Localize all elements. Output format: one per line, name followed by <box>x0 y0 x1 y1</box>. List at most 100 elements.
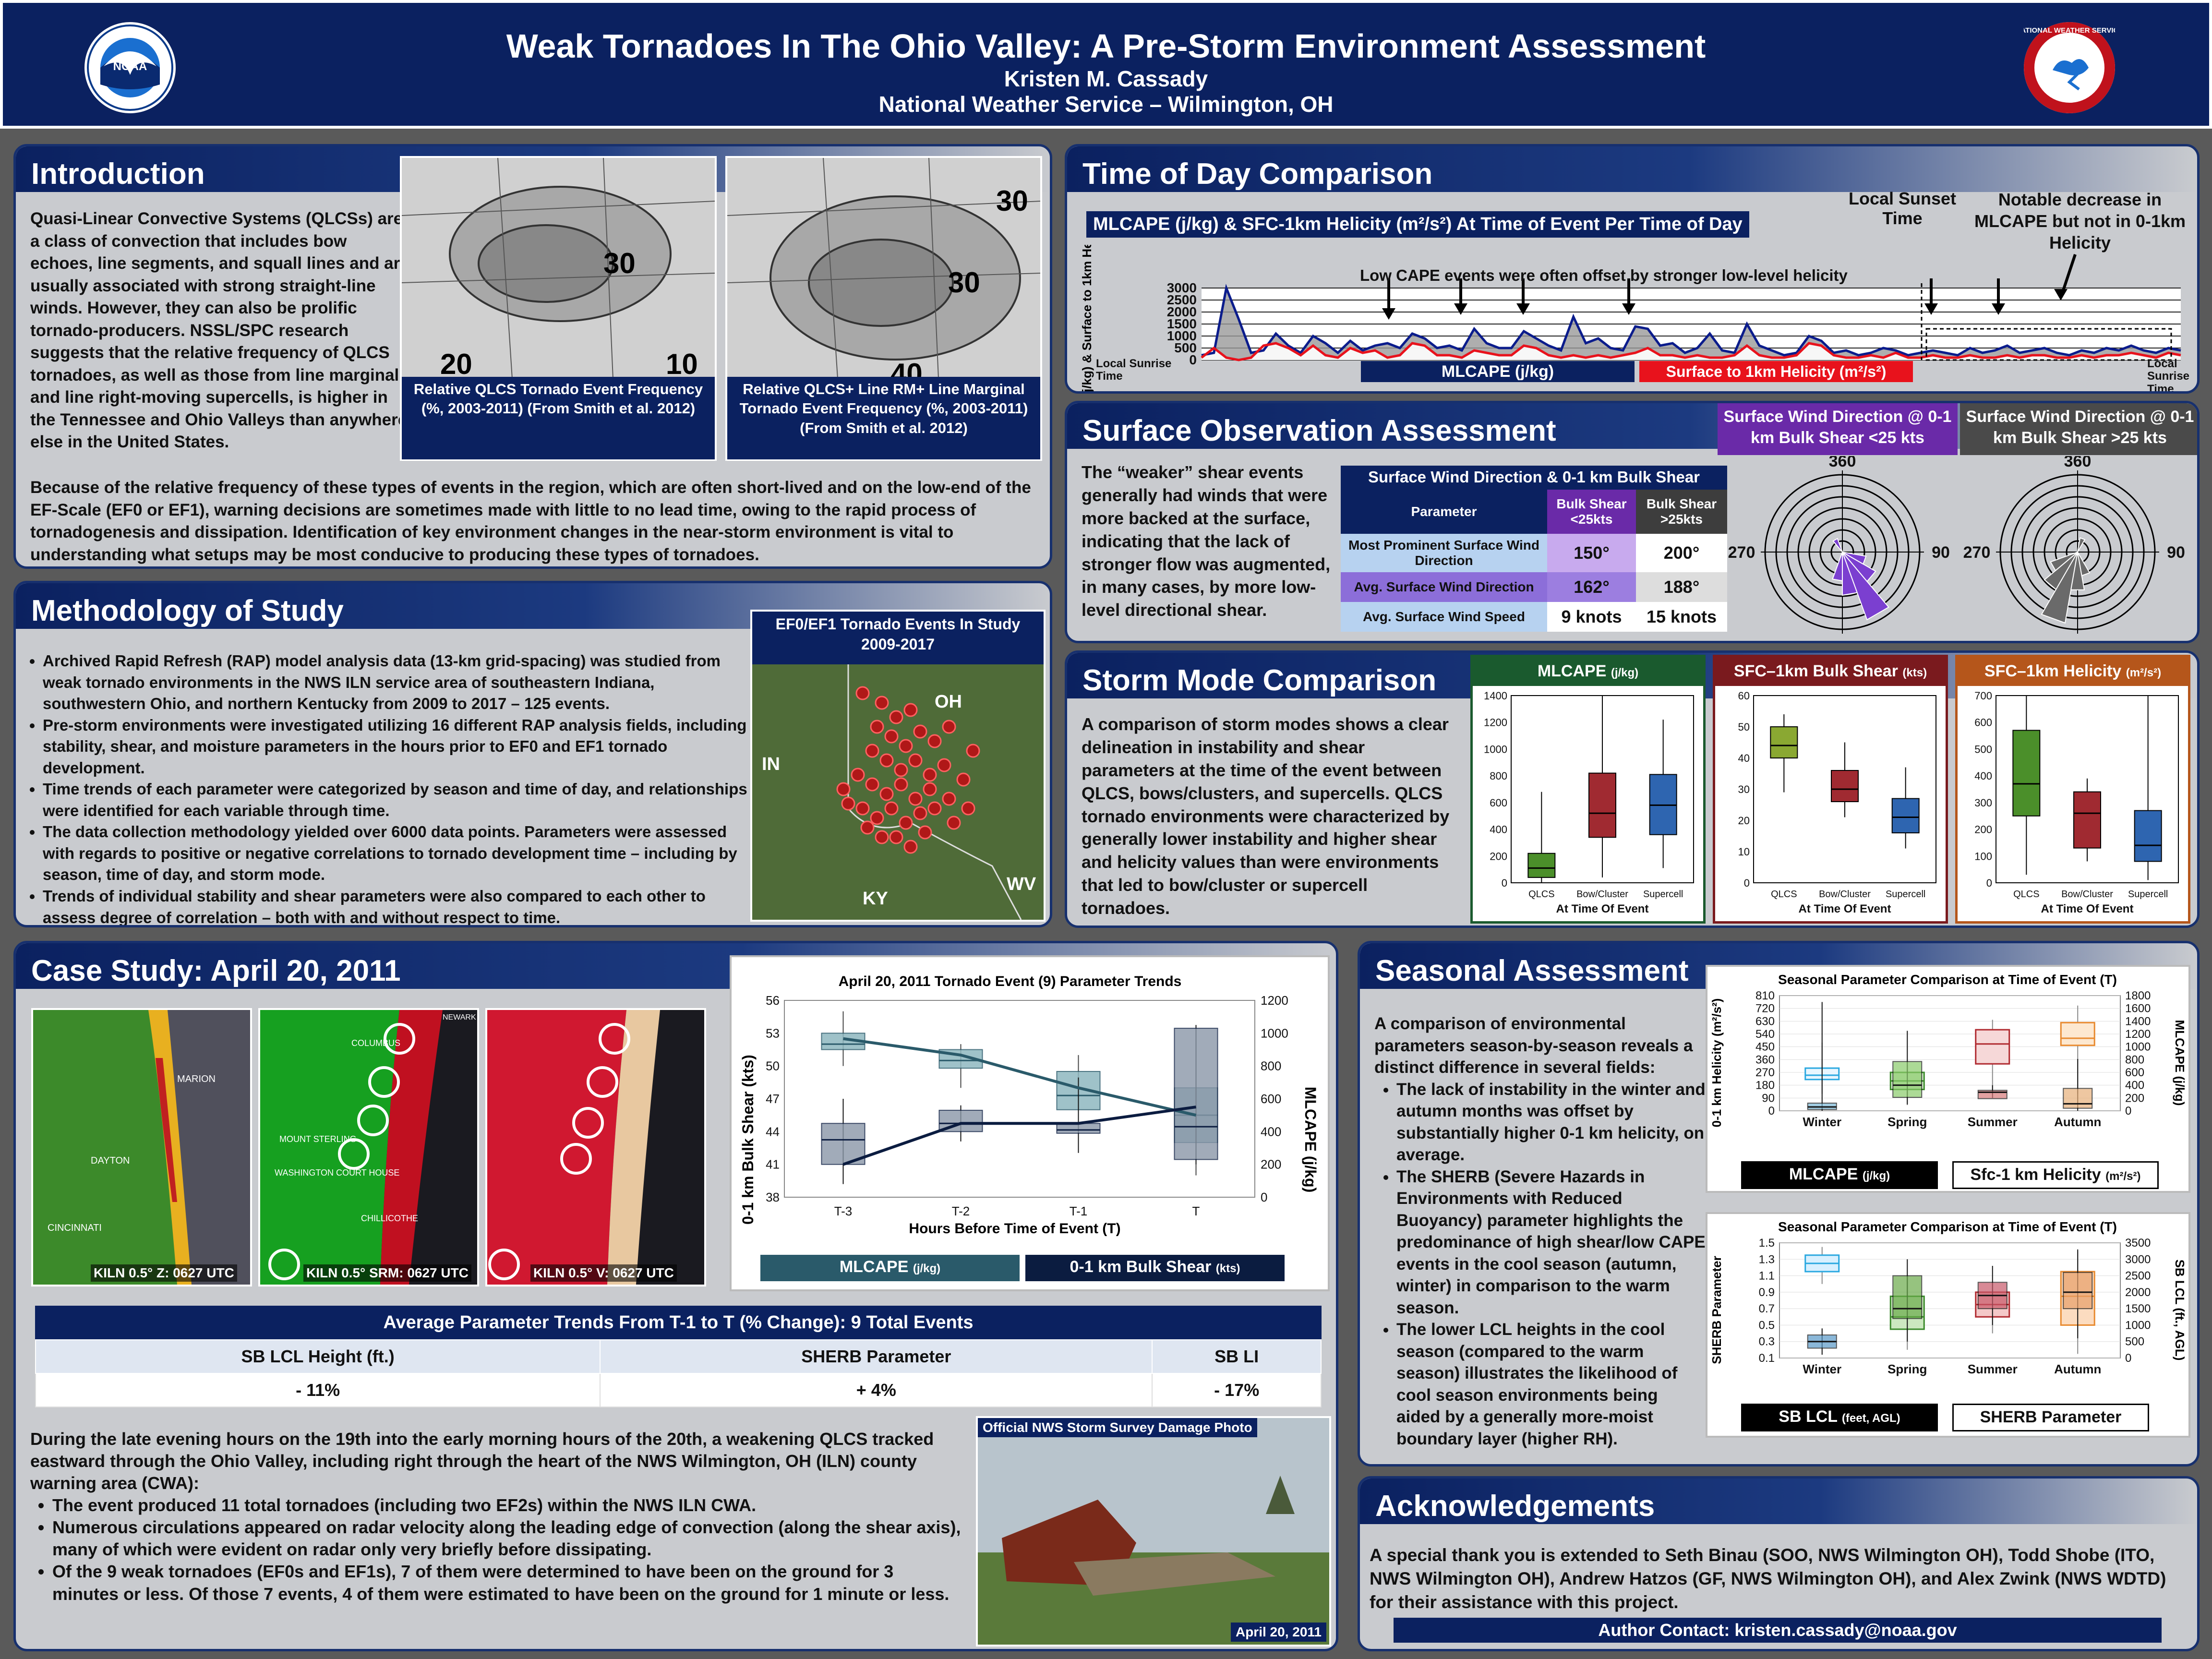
tornado-event-marker <box>875 830 889 844</box>
storm-ytick: 20 <box>1738 815 1750 827</box>
intro-paragraph-1: Quasi-Linear Convective Systems (QLCSs) … <box>30 209 409 452</box>
town-dayton: DAYTON <box>91 1155 130 1166</box>
rose-label-360: 360 <box>2064 456 2092 470</box>
season-ytick-right: 1400 <box>2125 1015 2151 1028</box>
case-legend-mlcape-label: MLCAPE <box>839 1258 909 1276</box>
season-panel: Seasonal Assessment A comparison of envi… <box>1358 941 2200 1467</box>
state-ky: KY <box>863 889 888 909</box>
damage-photo: Official NWS Storm Survey Damage Photo A… <box>976 1416 1331 1647</box>
case-ytick-right: 800 <box>1261 1059 1281 1073</box>
season-c1-ylabel-right: MLCAPE (j/kg) <box>2173 1020 2187 1106</box>
list-item: The event produced 11 total tornadoes (i… <box>52 1494 962 1516</box>
sfc-table-title: Surface Wind Direction & 0-1 km Bulk She… <box>1341 466 1727 490</box>
intro-panel: Introduction Quasi-Linear Convective Sys… <box>13 144 1052 569</box>
case-ylabel-right: MLCAPE (j/kg) <box>1302 1087 1319 1192</box>
case-val-li: - 17% <box>1152 1373 1322 1407</box>
tornado-event-marker <box>841 796 855 811</box>
season-ytick-left: 540 <box>1755 1028 1775 1041</box>
town-marion: MARION <box>177 1074 216 1084</box>
sfc-text: The “weaker” shear events generally had … <box>1082 462 1331 620</box>
season-c1-legend-hel: Sfc-1 km Helicity (m²/s²) <box>1952 1161 2159 1189</box>
tod-helicity-line <box>1201 342 2181 361</box>
map2-label-30a: 30 <box>996 185 1028 217</box>
season-ytick-left: 0.7 <box>1759 1302 1775 1315</box>
tod-sunset-label: Local Sunset Time <box>1848 189 1957 228</box>
season-ytick-left: 720 <box>1755 1002 1775 1015</box>
storm-ytick: 10 <box>1738 846 1750 858</box>
tod-note-low-cape: Low CAPE events were often offset by str… <box>1360 266 1848 284</box>
storm-xtick: Bow/Cluster <box>1576 889 1628 900</box>
radar-reflectivity: MARION DAYTON CINCINNATI KILN 0.5° Z: 0627… <box>31 1008 252 1286</box>
storm-chart-unit: (j/kg) <box>1611 666 1639 679</box>
tornado-event-marker <box>947 816 961 830</box>
tornado-events-map: EF0/EF1 Tornado Events In Study 2009-201… <box>750 610 1046 922</box>
case-xtick: T-3 <box>834 1204 853 1218</box>
list-item: The lack of instability in the winter an… <box>1396 1079 1706 1166</box>
tornado-event-marker <box>870 720 884 734</box>
tod-mlcape-line <box>1201 284 2181 357</box>
storm-text: A comparison of storm modes shows a clea… <box>1082 714 1450 918</box>
map1-label-30: 30 <box>603 247 636 279</box>
case-ytick-left: 47 <box>766 1092 780 1106</box>
case-shear-trend <box>843 1037 1197 1117</box>
case-cape-trend <box>842 1106 1196 1166</box>
storm-xtick: Supercell <box>1886 889 1925 900</box>
case-ytick-left: 50 <box>766 1059 780 1073</box>
case-xtick: T-2 <box>952 1204 970 1218</box>
tod-arrowhead <box>1382 308 1395 320</box>
season-ytick-left: 1.5 <box>1759 1237 1775 1250</box>
tod-ytick: 2500 <box>1167 292 1197 307</box>
method-panel: Methodology of Study Archived Rapid Refr… <box>13 581 1052 927</box>
case-legend-shear-unit: (kts) <box>1215 1262 1240 1275</box>
rose2-title: Surface Wind Direction @ 0-1 km Bulk She… <box>1960 403 2197 455</box>
sfc-row2-lt: 162° <box>1547 572 1636 602</box>
storm-chart-title: MLCAPE (j/kg) <box>1473 657 1703 686</box>
season-xtick: Spring <box>1887 1362 1927 1376</box>
storm-box <box>1588 772 1616 838</box>
radar-velocity: KILN 0.5° V: 0627 UTC <box>485 1008 706 1286</box>
storm-ytick: 1000 <box>1484 743 1507 755</box>
storm-ytick: 100 <box>1974 850 1992 862</box>
list-item: Trends of individual stability and shear… <box>43 886 755 925</box>
radar-srm-label: KILN 0.5° SRM: 0627 UTC <box>303 1264 471 1282</box>
storm-chart-title-text: SFC–1km Helicity <box>1984 662 2122 680</box>
tornado-event-marker <box>913 806 927 820</box>
season-c2-ylabel-right: SB LCL (ft., AGL) <box>2173 1260 2187 1361</box>
season-ytick-right: 1000 <box>2125 1319 2151 1332</box>
case-val-lcl: - 11% <box>35 1373 601 1407</box>
case-ytick-right: 0 <box>1261 1190 1267 1204</box>
case-ytick-right: 1200 <box>1261 993 1288 1008</box>
storm-ytick: 700 <box>1974 690 1992 702</box>
season-ytick-left: 0.3 <box>1759 1335 1775 1348</box>
rose-gt25-petal <box>2077 552 2091 577</box>
season-ytick-right: 1800 <box>2125 989 2151 1002</box>
storm-ytick: 40 <box>1738 752 1750 764</box>
tornado-event-marker <box>865 777 879 792</box>
tornado-event-marker <box>875 696 889 710</box>
tornado-event-marker <box>918 825 932 840</box>
case-panel: Case Study: April 20, 2011 MARION DAYTON C… <box>13 941 1338 1651</box>
list-item: Pre-storm environments were investigated… <box>43 715 755 779</box>
case-ylabel-left: 0-1 km Bulk Shear (kts) <box>739 1055 757 1225</box>
sfc-table: Parameter Bulk Shear <25kts Bulk Shear >25… <box>1341 490 1727 632</box>
case-ytick-right: 600 <box>1261 1092 1281 1106</box>
storm-ytick: 500 <box>1974 743 1992 755</box>
sfc-row1-lt: 150° <box>1547 534 1636 572</box>
case-legend-mlcape-unit: (j/kg) <box>913 1262 941 1275</box>
storm-box-plot: 0 200 400 600 800 1000 1200 1400 QLCS Bow/Cluster… <box>1484 690 1694 915</box>
tod-ylabel: MLCAPE (j/kg) & Surface to 1km Helicity … <box>1080 245 1094 394</box>
season-box-right <box>1892 1275 1923 1319</box>
case-chart-title: April 20, 2011 Tornado Event (9) Paramet… <box>839 974 1182 989</box>
tod-sunrise-right: Local Sunrise Time <box>2147 357 2190 394</box>
season-ytick-right: 0 <box>2125 1105 2131 1118</box>
storm-ytick: 0 <box>1986 877 1992 889</box>
season-ytick-right: 0 <box>2125 1352 2131 1365</box>
season-ytick-right: 2000 <box>2125 1286 2151 1299</box>
tod-arrowhead <box>2054 289 2068 301</box>
storm-ytick: 60 <box>1738 690 1750 702</box>
tod-arrowhead <box>1992 303 2005 315</box>
tornado-event-marker <box>884 729 899 744</box>
case-ytick-right: 400 <box>1261 1124 1281 1139</box>
season-c1-legend-cape: MLCAPE (j/kg) <box>1741 1161 1938 1189</box>
tod-chart: MLCAPE (j/kg) & Surface to 1km Helicity … <box>1080 245 2181 394</box>
